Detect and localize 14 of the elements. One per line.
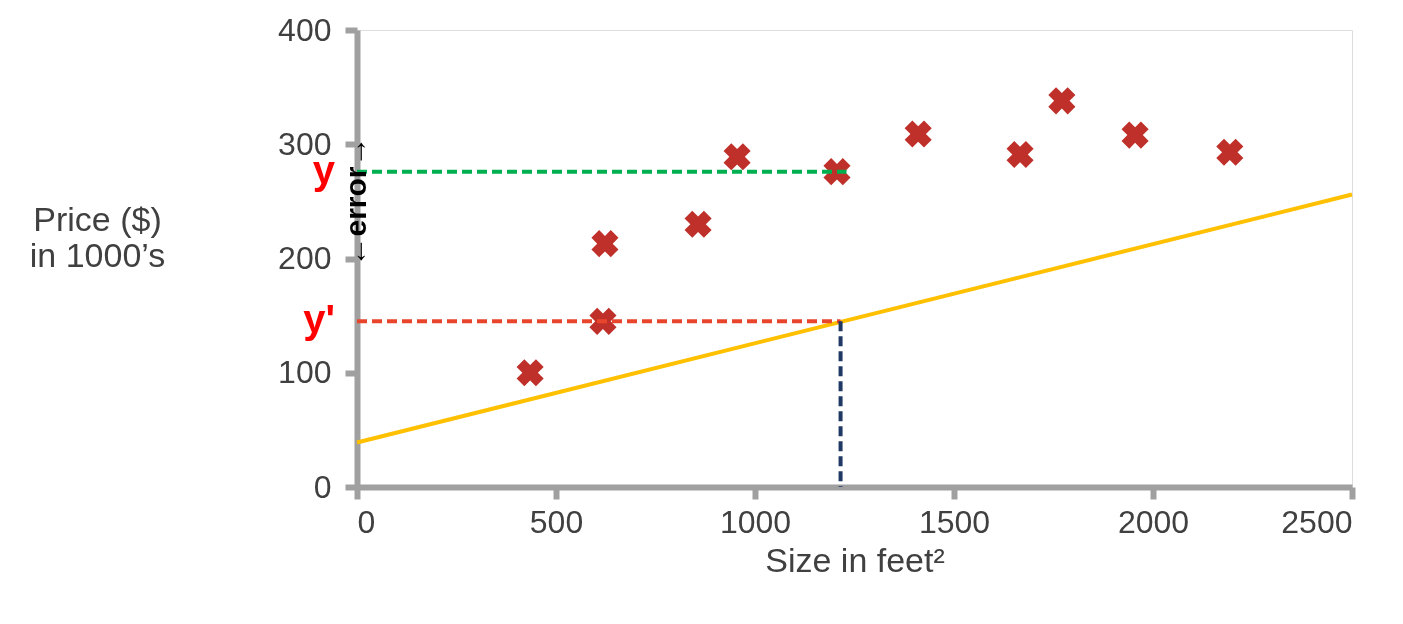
- x-tick-label: 2000: [1117, 503, 1190, 540]
- y-axis-title: Price ($) in 1000’s: [29, 199, 166, 274]
- x-tick-label: 1000: [719, 503, 792, 540]
- series-label: y': [303, 297, 335, 342]
- y-tick-label: 0: [313, 468, 332, 505]
- x-tick-label: 1500: [918, 503, 991, 540]
- y-tick-label: 100: [278, 354, 332, 391]
- x-tick-label: 2500: [1281, 503, 1353, 540]
- annotation: ←error→: [339, 136, 372, 267]
- y-tick-label: 200: [278, 240, 332, 276]
- x-tick-label: 0: [357, 503, 376, 540]
- y-tick-label: 400: [278, 11, 332, 48]
- x-axis-title: Size in feet²: [765, 540, 945, 579]
- x-tick-label: 500: [529, 503, 584, 540]
